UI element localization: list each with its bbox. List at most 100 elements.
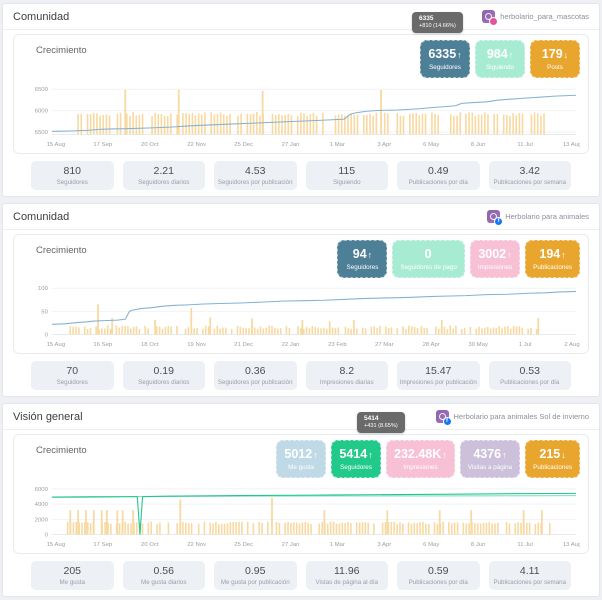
stat-label: Seguidores: [56, 179, 88, 186]
stat-label: Seguidores por publicación: [217, 179, 293, 186]
stat-value: 0.49: [428, 165, 449, 177]
growth-card: Crecimiento 94↑ Seguidores 0 Seguidores de …: [13, 234, 589, 354]
tooltip-delta: +431 (8.65%): [364, 423, 398, 429]
stat-box-publicaciones-por-d-a: 0.53 Publicaciones por día: [488, 361, 571, 390]
stat-label: Seguidores por publicación: [217, 379, 293, 386]
metric-card-impresiones[interactable]: 3002↑ Impresiones: [469, 240, 521, 278]
svg-text:13 Aug: 13 Aug: [563, 142, 580, 148]
svg-text:16 Sep: 16 Sep: [93, 342, 113, 348]
panel-visi-n-general-3: Visión general f Herbolario para animale…: [2, 403, 600, 597]
stat-label: Impresiones por publicación: [399, 379, 477, 386]
stats-row: 70 Seguidores 0.19 Seguidores diarios 0.36 Se…: [13, 354, 589, 390]
stat-value: 11.96: [334, 565, 360, 577]
svg-text:17 Sep: 17 Sep: [93, 542, 113, 548]
stat-box-impresiones-diarias: 8.2 Impresiones diarias: [305, 361, 388, 390]
stat-box-seguidores-diarios: 0.19 Seguidores diarios: [122, 361, 205, 390]
svg-text:15 Aug: 15 Aug: [47, 142, 66, 148]
metric-card-publicaciones[interactable]: 194↑ Publicaciones: [525, 240, 580, 278]
metric-card-posts[interactable]: 179↓ Posts: [530, 40, 580, 78]
svg-text:25 Dec: 25 Dec: [234, 542, 253, 548]
trend-up-icon: ↑: [457, 50, 462, 60]
svg-text:11 Jul: 11 Jul: [517, 542, 532, 548]
svg-text:5500: 5500: [35, 130, 49, 136]
metric-value: 94↑: [352, 247, 373, 261]
svg-text:6 May: 6 May: [423, 542, 439, 548]
stat-label: Vistas de página al día: [315, 579, 379, 586]
trend-up-icon: ↑: [367, 250, 373, 260]
metric-cards: 6335↑ Seguidores 984↑ Siguiendo 179↓ Posts: [420, 40, 580, 78]
metric-card-seguidores[interactable]: 6335↑ Seguidores: [420, 40, 470, 78]
svg-text:0: 0: [45, 532, 49, 538]
tooltip-delta: +810 (14.66%): [419, 23, 456, 29]
trend-down-icon: ↓: [563, 50, 569, 60]
stat-box-impresiones-por-publicaci-n: 15.47 Impresiones por publicación: [397, 361, 480, 390]
metric-card-publicaciones[interactable]: 215↓ Publicaciones: [525, 440, 580, 478]
account-selector[interactable]: f Herbolario para animales Sol de invier…: [435, 410, 590, 426]
svg-text:27 Jan: 27 Jan: [282, 542, 300, 548]
growth-top: Crecimiento 6335↑ Seguidores 984↑ Siguiendo…: [22, 40, 580, 82]
panel-title: Comunidad: [13, 210, 70, 223]
metric-label: Seguidores: [429, 64, 461, 71]
stat-label: Publicaciones por día: [500, 379, 560, 386]
svg-text:3 Apr: 3 Apr: [377, 542, 391, 548]
stat-value: 8.2: [339, 365, 355, 377]
growth-chart: 6000 4000 2000 0 15 Aug 17 Sep 20 Oct 22 Nov 25 …: [35, 487, 580, 548]
stat-box-vistas-de-p-gina-al-d-a: 11.96 Vistas de página al día: [305, 561, 388, 590]
metric-label: Visitas a página: [467, 464, 513, 471]
stat-value: 0.56: [153, 565, 174, 577]
instagram-badge-icon: [489, 17, 499, 26]
panel-body: 6335 +810 (14.66%) Crecimiento 6335↑ Segu…: [3, 12, 599, 190]
svg-text:20 Oct: 20 Oct: [141, 142, 159, 148]
svg-text:28 Apr: 28 Apr: [423, 342, 440, 348]
stat-value: 810: [63, 165, 82, 177]
stat-label: Impresiones diarias: [319, 379, 374, 386]
stat-box-siguiendo: 115 Siguiendo: [305, 161, 388, 190]
chart-tooltip: 6335 +810 (14.66%): [412, 12, 463, 33]
svg-text:19 Nov: 19 Nov: [187, 342, 206, 348]
metric-card-visitas-a-p-gina[interactable]: 4376↑ Visitas a página: [459, 440, 521, 478]
stat-box-publicaciones-por-d-a: 0.49 Publicaciones por día: [397, 161, 480, 190]
stat-box-publicaciones-por-d-a: 0.59 Publicaciones por día: [397, 561, 480, 590]
growth-chart: 100 50 0 15 Aug 16 Sep 18 Oct 19 Nov 21 Dec 22 J…: [38, 286, 580, 348]
growth-card: 5414 +431 (8.65%) Crecimiento 5012↑ Me gu…: [13, 412, 589, 554]
metric-card-me-gusta[interactable]: 5012↑ Me gusta: [276, 440, 327, 478]
stat-value: 0.59: [428, 565, 449, 577]
chart-tooltip: 5414 +431 (8.65%): [357, 412, 405, 433]
account-name: Herbolario para animales Sol de invierno: [453, 412, 590, 421]
network-icon: f: [435, 410, 452, 426]
metric-card-siguiendo[interactable]: 984↑ Siguiendo: [475, 40, 525, 78]
network-icon: f: [487, 210, 504, 226]
stat-box-publicaciones-por-semana: 3.42 Publicaciones por semana: [488, 161, 571, 190]
metric-value: 215↓: [539, 447, 566, 461]
metric-card-seguidores-de-pago[interactable]: 0 Seguidores de pago: [392, 240, 465, 278]
stat-box-me-gusta-diarios: 0.56 Me gusta diarios: [122, 561, 205, 590]
panel-body: Crecimiento 94↑ Seguidores 0 Seguidores de …: [3, 230, 599, 390]
trend-up-icon: ↑: [368, 450, 373, 460]
metric-label: Seguidores de pago: [400, 264, 457, 271]
growth-top: Crecimiento 5012↑ Me gusta 5414↑ Seguidores…: [22, 440, 580, 482]
metric-card-seguidores[interactable]: 5414↑ Seguidores: [331, 440, 382, 478]
camera-lens-icon: [490, 213, 498, 220]
svg-text:27 Jan: 27 Jan: [282, 142, 300, 148]
stat-value: 205: [63, 565, 82, 577]
account-selector[interactable]: f Herbolario para animales: [487, 210, 589, 226]
metric-card-impresiones[interactable]: 232.48K↑ Impresiones: [386, 440, 455, 478]
growth-chart: 6500 6000 5500 15 Aug 17 Sep 20 Oct 22 Nov 25 D…: [35, 87, 580, 148]
metric-label: Publicaciones: [533, 464, 572, 471]
trend-down-icon: ↓: [561, 450, 566, 460]
facebook-badge-icon: f: [442, 417, 452, 426]
stat-label: Me gusta: [59, 579, 85, 586]
camera-lens-icon: [438, 413, 446, 420]
network-icon: [482, 10, 499, 26]
svg-text:17 Sep: 17 Sep: [93, 142, 113, 148]
metric-label: Siguiendo: [485, 64, 514, 71]
metric-value: 179↓: [541, 47, 569, 61]
svg-text:1 Mar: 1 Mar: [330, 142, 345, 148]
svg-text:6000: 6000: [35, 487, 49, 493]
metric-card-seguidores[interactable]: 94↑ Seguidores: [337, 240, 388, 278]
stat-box-seguidores: 70 Seguidores: [31, 361, 114, 390]
account-selector[interactable]: herbolario_para_mascotas: [482, 10, 589, 26]
metric-label: Seguidores: [346, 264, 379, 271]
svg-text:22 Nov: 22 Nov: [187, 142, 206, 148]
